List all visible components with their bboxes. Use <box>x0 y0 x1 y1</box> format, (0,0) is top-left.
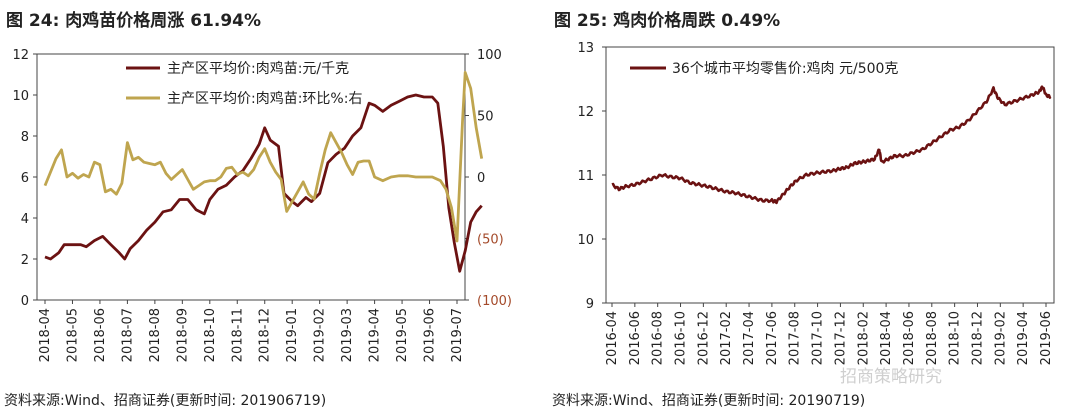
x-tick-label: 2016-04 <box>605 311 620 365</box>
x-tick-label: 2019-04 <box>368 308 383 362</box>
y-left-tick-label: 0 <box>21 294 29 309</box>
x-tick-label: 2018-04 <box>879 311 894 365</box>
x-tick-label: 2018-12 <box>258 308 273 362</box>
x-tick-label: 2017-10 <box>811 311 826 365</box>
y-left-tick-label: 10 <box>12 89 29 104</box>
x-tick-label: 2017-04 <box>742 311 757 365</box>
y-left-tick-label: 6 <box>21 171 29 186</box>
y-tick-label: 12 <box>577 105 594 120</box>
legend-label: 主产区平均价:肉鸡苗:元/千克 <box>167 60 349 77</box>
x-tick-label: 2019-06 <box>1039 311 1054 365</box>
y-left-tick-label: 4 <box>21 212 29 227</box>
x-tick-label: 2017-12 <box>833 311 848 365</box>
x-tick-label: 2019-04 <box>1016 311 1031 365</box>
right-chart-panel: 图 25: 鸡肉价格周跌 0.49% 9 10 11 12 13 2016-04 2016-… <box>548 0 1080 420</box>
y-left-tick-label: 12 <box>12 48 29 63</box>
x-tick-label: 2018-12 <box>970 311 985 365</box>
x-tick-label: 2017-08 <box>788 311 803 365</box>
y-right-tick-label: 0 <box>477 171 485 186</box>
right-chart-svg: 9 10 11 12 13 2016-04 2016-06 2016-08 2016-10 201… <box>577 41 1055 365</box>
right-plot-frame <box>605 46 1055 304</box>
x-tick-label: 2016-10 <box>674 311 689 365</box>
x-tick-label: 2019-03 <box>340 308 355 362</box>
x-tick-label: 2019-02 <box>313 308 328 362</box>
right-chart-title: 图 25: 鸡肉价格周跌 0.49% <box>554 11 781 31</box>
y-right-tick-label: (50) <box>477 233 504 248</box>
y-left-tick-label: 2 <box>21 253 29 268</box>
x-tick-label: 2018-06 <box>902 311 917 365</box>
left-chart-svg: 0 2 4 6 8 10 12 100 50 0 (50) (100) 2018-04 2018-05 20… <box>12 48 512 362</box>
left-chart-panel: 图 24: 肉鸡苗价格周涨 61.94% 0 2 4 6 8 10 12 100 50 0 (50)… <box>0 0 530 420</box>
series-line-chick-price <box>44 93 483 273</box>
y-tick-label: 11 <box>577 169 594 184</box>
x-tick-label: 2019-01 <box>285 308 300 362</box>
x-tick-label: 2017-06 <box>765 311 780 365</box>
legend-label: 主产区平均价:肉鸡苗:环比%:右 <box>167 90 362 107</box>
x-tick-label: 2016-06 <box>628 311 643 365</box>
x-tick-label: 2018-10 <box>203 308 218 362</box>
x-tick-label: 2018-07 <box>120 308 135 362</box>
x-tick-label: 2018-02 <box>856 311 871 365</box>
x-tick-label: 2018-09 <box>175 308 190 362</box>
y-tick-label: 9 <box>586 297 594 312</box>
x-tick-label: 2018-10 <box>948 311 963 365</box>
left-chart-title: 图 24: 肉鸡苗价格周涨 61.94% <box>6 11 262 31</box>
x-tick-label: 2019-02 <box>993 311 1008 365</box>
y-tick-label: 10 <box>577 233 594 248</box>
x-tick-label: 2018-06 <box>93 308 108 362</box>
y-left-tick-label: 8 <box>21 130 29 145</box>
y-right-tick-label: 50 <box>477 110 494 125</box>
x-tick-label: 2018-08 <box>925 311 940 365</box>
legend-label: 36个城市平均零售价:鸡肉 元/500克 <box>672 60 898 77</box>
x-tick-label: 2018-05 <box>65 308 80 362</box>
x-tick-label: 2019-06 <box>423 308 438 362</box>
series-line-chick-mom <box>43 71 484 243</box>
left-chart-source: 资料来源:Wind、招商证券(更新时间: 201906719) <box>4 393 327 409</box>
right-chart-source: 资料来源:Wind、招商证券(更新时间: 20190719) <box>552 393 866 409</box>
series-line-chicken-retail <box>611 85 1052 205</box>
y-right-tick-label: 100 <box>477 48 502 63</box>
x-tick-label: 2018-11 <box>230 308 245 362</box>
y-tick-label: 13 <box>577 41 594 56</box>
x-tick-label: 2017-02 <box>719 311 734 365</box>
y-right-tick-label: (100) <box>477 294 512 309</box>
x-tick-label: 2016-08 <box>651 311 666 365</box>
x-tick-label: 2019-05 <box>395 308 410 362</box>
x-tick-label: 2018-08 <box>148 308 163 362</box>
watermark-text: 招商策略研究 <box>840 367 942 387</box>
x-tick-label: 2018-04 <box>38 308 53 362</box>
x-tick-label: 2019-07 <box>450 308 465 362</box>
x-tick-label: 2016-12 <box>696 311 711 365</box>
